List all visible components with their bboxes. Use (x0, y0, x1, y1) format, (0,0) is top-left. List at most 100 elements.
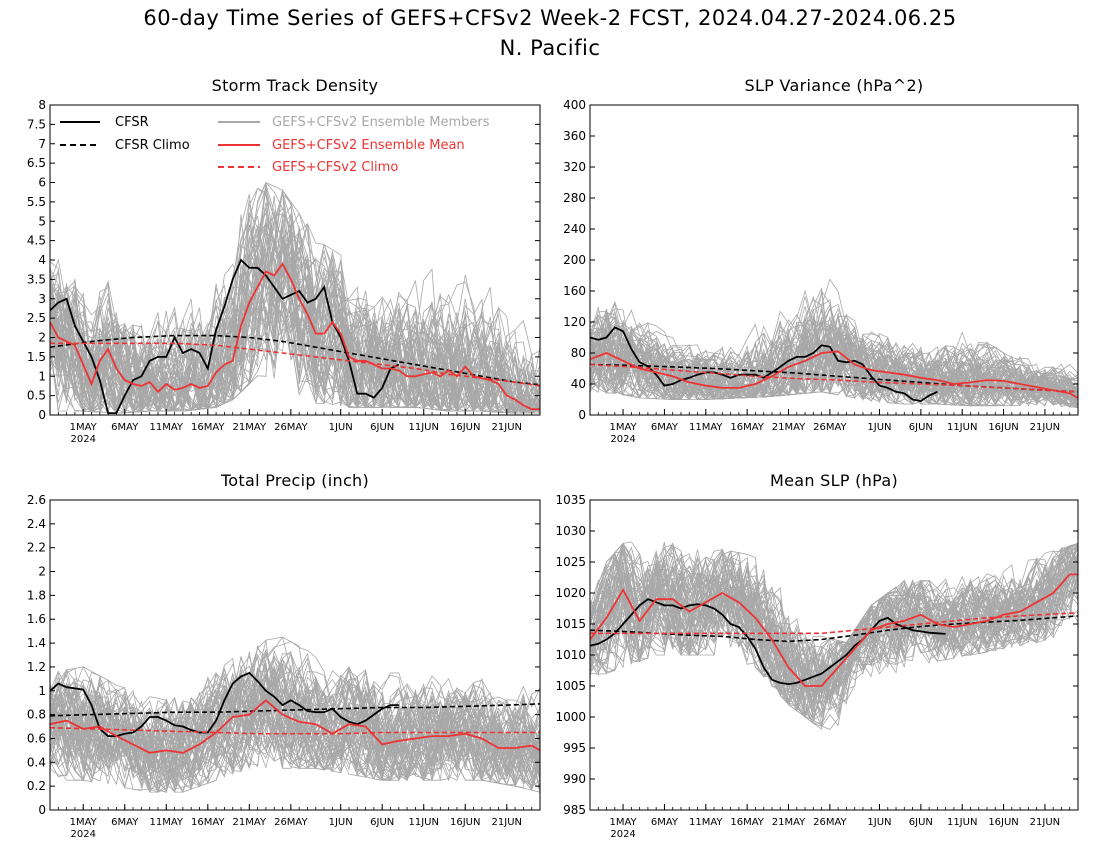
y-tick-label: 1030 (555, 524, 586, 538)
panel-title: Total Precip (inch) (220, 471, 369, 490)
x-tick-label: 11JUN (408, 817, 438, 828)
y-tick-label: 1.4 (27, 636, 46, 650)
x-tick-label: 21MAY (233, 422, 267, 433)
plot-area (50, 181, 540, 415)
y-tick-label: 2.2 (27, 541, 46, 555)
ensemble-members (50, 636, 540, 794)
x-tick-label: 16JUN (988, 817, 1018, 828)
y-tick-label: 0.8 (27, 708, 46, 722)
x-tick-label: 1MAY (609, 817, 637, 828)
series-gefs-cfsv2-ensemble-mean (590, 350, 1078, 399)
y-tick-label: 1 (38, 684, 46, 698)
ensemble-member-line (50, 641, 540, 792)
y-tick-label: 1000 (555, 710, 586, 724)
ensemble-member-line (590, 553, 1078, 692)
series-gefs-cfsv2-climo (590, 612, 1078, 635)
ensemble-member-line (590, 559, 1078, 728)
y-tick-label: 4 (38, 253, 46, 267)
y-tick-label: 6 (38, 176, 46, 190)
x-tick-label: 11MAY (689, 817, 723, 828)
x-tick-label: 11MAY (150, 422, 184, 433)
ensemble-member-line (50, 671, 540, 793)
ensemble-member-line (50, 187, 540, 414)
ensemble-member-line (50, 211, 540, 414)
x-tick-label: 1JUN (867, 422, 891, 433)
y-tick-label: 2.6 (27, 493, 46, 507)
x-year-label: 2024 (70, 829, 95, 840)
plot-area (590, 278, 1078, 408)
x-tick-label: 16JUN (988, 422, 1018, 433)
ensemble-member-line (590, 298, 1078, 408)
y-tick-label: 320 (563, 160, 586, 174)
series-cfsr (50, 671, 399, 737)
panel-1: Storm Track Density 0 0.5 1 1.5 2 2.5 3 3.5 4 4.5 5… (27, 76, 541, 445)
x-tick-label: 11JUN (947, 422, 977, 433)
x-year-label: 2024 (70, 434, 95, 445)
x-tick-label: 1MAY (609, 422, 637, 433)
ensemble-member-line (50, 667, 540, 782)
y-tick-label: 3 (38, 292, 46, 306)
ensemble-member-line (590, 556, 1078, 708)
ensemble-member-line (590, 301, 1078, 408)
plot-area (50, 636, 540, 794)
x-tick-label: 1MAY (70, 422, 98, 433)
panel-4: Mean SLP (hPa) 985 990 995 1000 1005 1010 1015 1… (555, 471, 1079, 840)
ensemble-member-line (50, 680, 540, 782)
ensemble-member-line (50, 240, 540, 414)
x-tick-label: 21JUN (1030, 422, 1060, 433)
x-tick-label: 16MAY (730, 817, 764, 828)
series-gefs-cfsv2-climo (590, 363, 1078, 393)
ensemble-member-line (50, 663, 540, 793)
ensemble-member-line (50, 223, 540, 414)
y-tick-label: 1035 (555, 493, 586, 507)
x-tick-label: 21JUN (492, 817, 522, 828)
y-tick-label: 2 (38, 565, 46, 579)
y-tick-label: 280 (563, 191, 586, 205)
series-gefs-cfsv2-ensemble-mean (50, 699, 540, 754)
y-tick-label: 985 (563, 803, 586, 817)
ensemble-members (590, 278, 1078, 408)
x-tick-label: 6JUN (370, 817, 394, 828)
ensemble-member-line (50, 207, 540, 414)
ensemble-member-line (590, 566, 1078, 701)
y-tick-label: 80 (571, 346, 586, 360)
y-tick-label: 1020 (555, 586, 586, 600)
y-tick-label: 1.5 (27, 350, 46, 364)
y-tick-label: 1015 (555, 617, 586, 631)
y-tick-label: 7.5 (27, 117, 46, 131)
x-tick-label: 6JUN (909, 817, 933, 828)
legend-label-cfsr: CFSR (115, 115, 149, 130)
y-tick-label: 6.5 (27, 156, 46, 170)
ensemble-member-line (590, 555, 1078, 702)
y-tick-label: 0 (38, 408, 46, 422)
ensemble-member-line (590, 314, 1078, 406)
ensemble-member-line (590, 543, 1078, 715)
plot-area (590, 541, 1078, 730)
y-tick-label: 0.6 (27, 731, 46, 745)
x-tick-label: 6MAY (111, 817, 139, 828)
panel-title: Mean SLP (hPa) (770, 471, 898, 490)
series-cfsr-climo (590, 615, 1078, 643)
x-tick-label: 16JUN (450, 817, 480, 828)
legend-label-ens-climo: GEFS+CFSv2 Climo (272, 160, 398, 175)
figure-title-line2: N. Pacific (500, 36, 601, 60)
ensemble-member-line (590, 559, 1078, 686)
y-tick-label: 1.8 (27, 588, 46, 602)
ensemble-member-line (590, 550, 1078, 697)
legend: CFSR CFSR Climo GEFS+CFSv2 Ensemble Memb… (60, 115, 490, 175)
series-gefs-cfsv2-ensemble-mean (590, 573, 1078, 687)
legend-label-cfsr-climo: CFSR Climo (115, 138, 190, 153)
ensemble-member-line (590, 324, 1078, 407)
y-tick-label: 1025 (555, 555, 586, 569)
y-tick-label: 0.4 (27, 755, 46, 769)
ensemble-member-line (50, 659, 540, 787)
series-gefs-cfsv2-climo (50, 342, 540, 387)
x-tick-label: 6MAY (651, 817, 679, 828)
y-tick-label: 2 (38, 331, 46, 345)
y-tick-label: 990 (563, 772, 586, 786)
y-tick-label: 2.5 (27, 311, 46, 325)
y-tick-label: 5.5 (27, 195, 46, 209)
x-tick-label: 16MAY (730, 422, 764, 433)
y-tick-label: 160 (563, 284, 586, 298)
x-tick-label: 21JUN (492, 422, 522, 433)
